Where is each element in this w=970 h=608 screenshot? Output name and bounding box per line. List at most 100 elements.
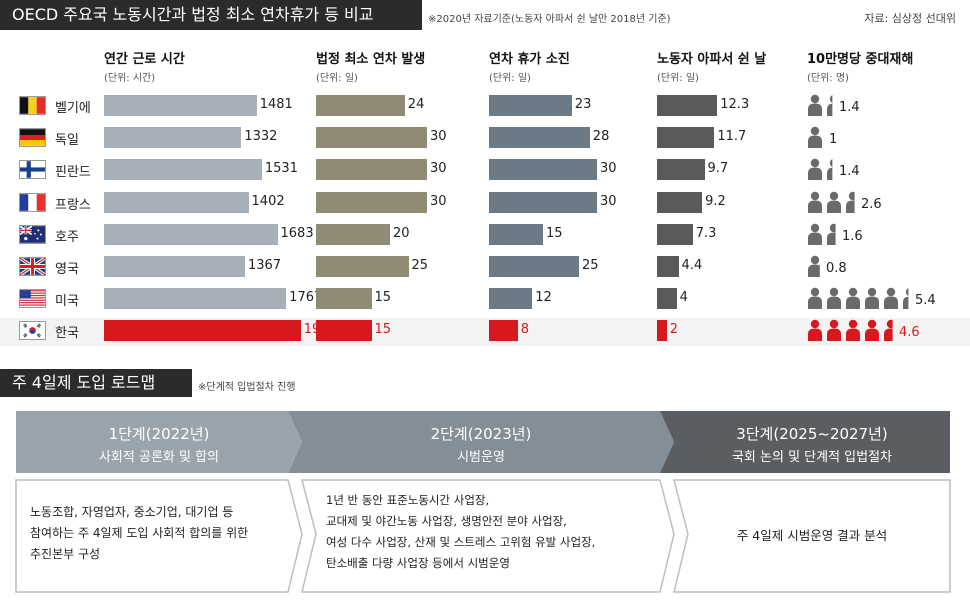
country-label: 핀란드 [55, 165, 91, 181]
person-icon [902, 287, 909, 310]
value-label: 1332 [244, 129, 278, 145]
sick-days-column-title: 노동자 아파서 쉰 날 [657, 52, 767, 67]
stage-2-line: 여성 다수 사업장, 산재 및 스트레스 고위험 유발 사업장, [326, 535, 596, 549]
stage-1-line: 노동조합, 자영업자, 중소기업, 대기업 등 [30, 505, 234, 519]
person-icon-group: 5.4 [807, 287, 936, 310]
hours-column-title: 연간 근로 시간 [104, 52, 185, 67]
person-icon [826, 287, 842, 310]
bar-leave-used [489, 127, 590, 149]
value-label: 25 [411, 258, 429, 273]
leave-granted-column-unit: (단위: 일) [316, 73, 358, 84]
person-icon [807, 223, 823, 245]
bar-sick-days [657, 127, 715, 149]
value-label: 5.4 [915, 293, 936, 309]
stage-3-subtitle: 국회 논의 및 단계적 입법절차 [731, 450, 893, 465]
leave-used-column-unit: (단위: 일) [489, 73, 531, 84]
country-label: 프랑스 [55, 197, 91, 213]
value-label: 1 [829, 132, 838, 148]
fatal-accidents-column-unit: (단위: 명) [807, 73, 849, 84]
value-label: 15 [546, 225, 563, 241]
value-label: 4.4 [681, 258, 703, 273]
usa-flag-icon [19, 289, 46, 309]
value-label: 2 [669, 322, 679, 338]
value-label: 30 [430, 193, 447, 209]
person-icon [864, 319, 880, 342]
country-label: 영국 [55, 262, 79, 277]
person-icon [807, 94, 823, 116]
bar-hours [104, 191, 249, 213]
bar-leave-granted [316, 127, 427, 149]
value-label: 4.6 [899, 325, 920, 341]
person-icon [826, 94, 833, 116]
value-label: 1367 [247, 258, 282, 273]
bar-leave-granted [316, 288, 372, 310]
stage-2-title: 2단계(2023년) [430, 425, 532, 443]
value-label: 15 [374, 322, 392, 338]
person-icon [826, 223, 836, 245]
bar-sick-days [657, 320, 667, 342]
value-label: 2.6 [861, 196, 882, 212]
stage-2-line: 교대제 및 야간노동 사업장, 생명안전 분야 사업장, [326, 514, 567, 528]
country-label: 벨기에 [55, 101, 91, 116]
chart-title: OECD 주요국 노동시간과 법정 최소 연차휴가 등 비교 [0, 0, 422, 30]
source-label: 자료: 심상정 선대위 [864, 12, 956, 25]
person-icon [807, 191, 823, 213]
value-label: 1.4 [839, 164, 860, 180]
bar-leave-used [489, 320, 518, 342]
value-label: 20 [393, 225, 410, 241]
value-label: 15 [374, 290, 392, 306]
person-icon [845, 287, 861, 310]
bar-hours [104, 127, 242, 149]
value-label: 1531 [264, 161, 298, 177]
value-label: 1683 [280, 225, 314, 241]
bar-sick-days [657, 223, 693, 245]
bar-leave-granted [316, 223, 390, 245]
stage-1-line: 추진본부 구성 [30, 547, 101, 561]
person-icon-group: 1.4 [807, 158, 860, 181]
person-icon [845, 191, 855, 213]
value-label: 24 [407, 97, 425, 112]
person-icon-group: 0.8 [807, 255, 847, 277]
person-icon-group: 1.6 [807, 223, 863, 245]
value-label: 1767 [289, 290, 323, 306]
person-icon [826, 319, 842, 342]
stage-3-description: 주 4일제 시범운영 결과 분석 [674, 525, 950, 546]
bar-sick-days [657, 159, 705, 181]
bar-sick-days [657, 288, 677, 310]
value-label: 30 [430, 129, 447, 145]
person-icon [864, 287, 880, 310]
bar-hours [104, 95, 257, 116]
person-icon [807, 287, 823, 310]
value-label: 25 [582, 258, 599, 273]
bar-leave-granted [316, 95, 405, 116]
sick-days-column-unit: (단위: 일) [657, 73, 699, 84]
value-label: 9.2 [705, 193, 726, 209]
value-label: 23 [574, 97, 592, 112]
stage-1-description: 노동조합, 자영업자, 중소기업, 대기업 등 참여하는 주 4일제 도입 사회… [30, 502, 248, 565]
bar-sick-days [657, 95, 718, 116]
value-label: 28 [592, 129, 610, 145]
bar-hours [104, 256, 245, 277]
leave-granted-column-title: 법정 최소 연차 발생 [316, 52, 426, 67]
bar-leave-used [489, 159, 597, 181]
germany-flag-icon [19, 128, 46, 148]
value-label: 1402 [251, 193, 285, 209]
bar-leave-granted [316, 320, 372, 342]
france-flag-icon [19, 192, 46, 212]
value-label: 12.3 [720, 97, 750, 112]
person-icon-group: 2.6 [807, 191, 882, 213]
value-label: 1481 [259, 97, 293, 112]
bar-leave-used [489, 191, 597, 213]
value-label: 11.7 [717, 129, 747, 145]
stage-2-line: 1년 반 동안 표준노동시간 사업장, [326, 493, 490, 507]
stage-1-title: 1단계(2022년) [108, 425, 210, 443]
stage-2-line: 탄소배출 다량 사업장 등에서 시범운영 [326, 556, 510, 570]
person-icon [883, 287, 899, 310]
person-icon [807, 319, 823, 342]
leave-used-column-title: 연차 휴가 소진 [489, 52, 570, 67]
bar-leave-used [489, 95, 572, 116]
person-icon [807, 158, 823, 181]
fatal-accidents-column-title: 10만명당 중대재해 [807, 52, 914, 67]
value-label: 0.8 [826, 261, 847, 276]
bar-leave-granted [316, 256, 409, 277]
